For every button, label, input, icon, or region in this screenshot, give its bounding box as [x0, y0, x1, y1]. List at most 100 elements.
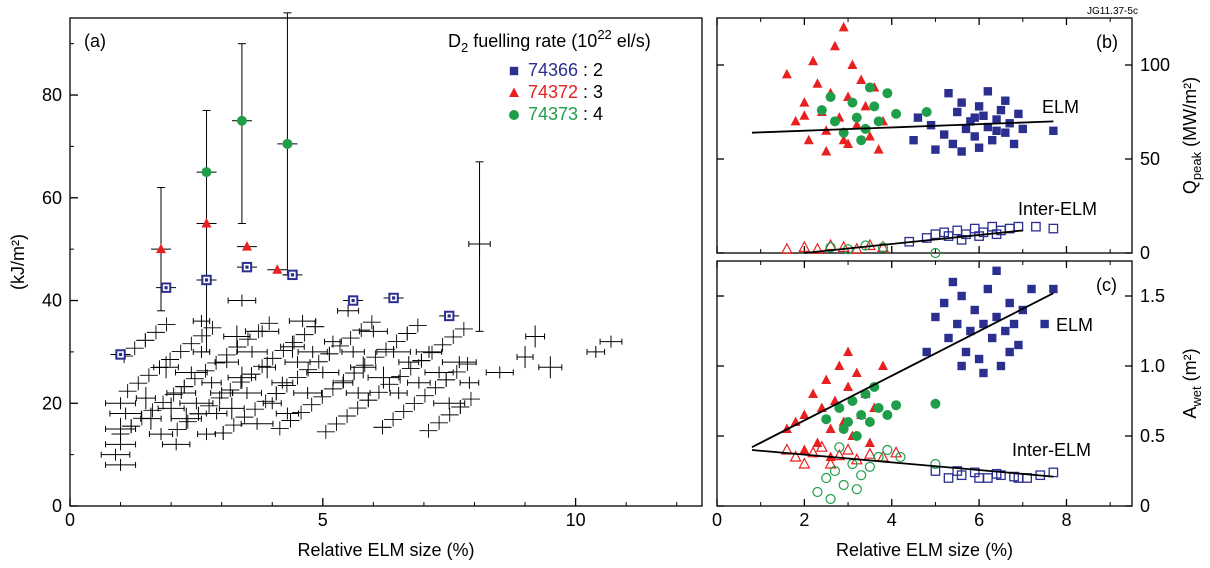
data-point: [811, 242, 824, 254]
data-point: [992, 115, 1001, 124]
data-point: [808, 388, 819, 398]
data-point: [156, 243, 167, 254]
legend-rate: : 2: [583, 60, 603, 80]
data-point: [952, 466, 963, 476]
data-point-core: [391, 296, 396, 300]
x-tick-label-c: 4: [887, 510, 897, 530]
data-point: [863, 238, 876, 251]
data-point: [988, 136, 997, 145]
data-point: [864, 82, 875, 93]
legend-shot: 74372: [528, 82, 578, 102]
data-point: [1013, 221, 1024, 232]
data-point: [1040, 319, 1049, 329]
data-point: [201, 217, 212, 228]
data-point: [851, 112, 862, 123]
legend-rate: : 4: [583, 104, 603, 124]
data-point: [842, 443, 855, 455]
data-point: [948, 139, 958, 149]
data-point: [939, 298, 949, 308]
data-point: [939, 130, 949, 139]
data-point: [1049, 284, 1058, 294]
data-point: [930, 458, 941, 470]
data-point: [1001, 128, 1010, 137]
data-point: [877, 242, 889, 253]
data-point: [1014, 340, 1023, 350]
data-point: [780, 443, 793, 455]
data-point: [856, 410, 867, 420]
data-point: [944, 333, 953, 343]
data-point: [272, 264, 283, 274]
data-point: [808, 55, 819, 66]
y-tick-label-a: 60: [42, 188, 62, 208]
y-tick-label-c: 1.0: [1140, 356, 1165, 376]
data-point: [1001, 326, 1010, 336]
fit-line-b: [751, 120, 1054, 134]
data-point: [948, 277, 958, 287]
data-point: [930, 247, 941, 259]
annotation-inter-elm-b: Inter-ELM: [1018, 199, 1097, 219]
y-tick-label-a: 80: [42, 85, 62, 105]
data-point: [834, 442, 845, 453]
data-point: [944, 89, 953, 98]
data-point: [922, 347, 931, 357]
legend-title: D2 fuelling rate (1022 el/s): [448, 27, 651, 55]
data-point: [799, 444, 810, 454]
data-point: [878, 360, 888, 370]
data-point: [825, 493, 836, 505]
data-point: [931, 145, 940, 154]
data-point-core: [447, 314, 451, 318]
data-point: [799, 409, 810, 419]
data-point: [812, 486, 823, 498]
data-point: [957, 291, 966, 301]
data-point: [882, 88, 893, 99]
data-point: [873, 403, 884, 413]
y-tick-label-a: 40: [42, 291, 62, 311]
data-point: [821, 374, 832, 384]
y-tick-label-b: 50: [1140, 149, 1160, 169]
data-point: [1001, 96, 1010, 105]
data-point: [921, 107, 932, 117]
data-point: [930, 398, 941, 409]
data-point: [847, 97, 858, 108]
data-point: [982, 473, 993, 483]
data-point: [979, 368, 988, 378]
data-point: [829, 465, 841, 477]
data-point: [838, 134, 849, 145]
data-point: [843, 346, 854, 356]
legend-shot: 74366: [528, 60, 578, 80]
x-axis-label-a: Relative ELM size (%): [297, 540, 474, 560]
annotation-elm-b: ELM: [1042, 97, 1079, 117]
data-point: [979, 319, 988, 329]
data-point: [1031, 221, 1041, 232]
data-point: [966, 117, 975, 126]
data-point: [974, 143, 984, 152]
data-point: [1018, 124, 1027, 134]
plot-frame-b: [716, 17, 1133, 254]
data-point: [930, 229, 941, 240]
panel-c: 0 2 4 6 8 0 0.5 1.0 1.5 Awet (m²) (c)ELM Inter-ELM R…: [712, 260, 1204, 560]
data-point: [961, 347, 971, 357]
plot-frame-c: [716, 260, 1133, 507]
data-point: [882, 444, 893, 456]
errorbar-cluster: [100, 12, 623, 471]
data-point: [851, 119, 862, 130]
x-tick-label-a: 0: [65, 510, 75, 530]
data-point: [909, 136, 918, 145]
data-point: [931, 312, 940, 322]
legend-marker: [509, 87, 519, 97]
x-tick-label-c: 8: [1061, 510, 1071, 530]
data-point: [863, 447, 876, 459]
y-axis-label-symbol: Q: [1180, 180, 1200, 194]
data-point: [983, 122, 993, 132]
y-tick-label-b: 0: [1140, 243, 1150, 263]
data-point: [983, 87, 993, 96]
data-point: [953, 319, 962, 329]
data-point: [821, 472, 832, 484]
data-point: [824, 457, 837, 469]
data-point: [970, 305, 979, 315]
data-point: [882, 410, 893, 420]
data-point: [833, 448, 846, 461]
data-point: [851, 484, 862, 495]
data-point: [966, 326, 975, 336]
data-point: [860, 100, 871, 111]
